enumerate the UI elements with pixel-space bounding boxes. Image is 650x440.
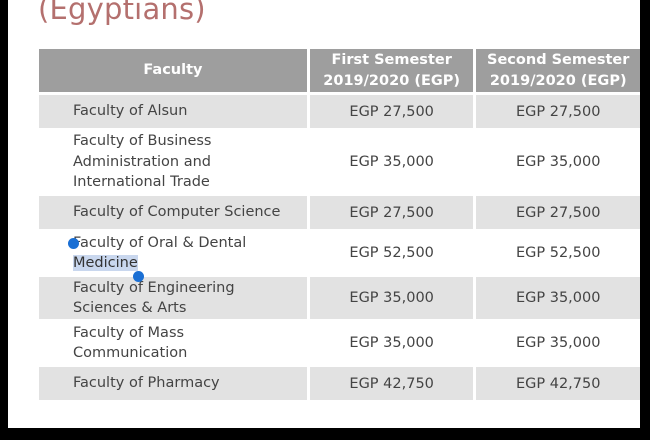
selection-start-handle[interactable] <box>68 238 79 249</box>
faculty-name-cell: Faculty of Oral & Dental Medicine <box>39 230 310 277</box>
table-row: Faculty of Computer Science EGP 27,500 E… <box>39 194 640 232</box>
first-semester-fee-cell: EGP 35,000 <box>308 129 477 196</box>
faculty-name-cell: Faculty of Mass Communication <box>39 320 310 367</box>
selection-end-handle[interactable] <box>133 271 144 282</box>
second-semester-header-line1: Second Semester <box>487 51 630 68</box>
table-row: Faculty of Business Administration and I… <box>39 129 640 196</box>
first-semester-fee-cell: EGP 42,750 <box>308 365 477 403</box>
table-row: Faculty of Pharmacy EGP 42,750 EGP 42,75… <box>39 365 640 403</box>
faculty-name-line: Sciences & Arts <box>73 300 187 316</box>
faculty-name-line: Faculty of Mass <box>73 324 185 341</box>
faculty-name-cell: Faculty of Business Administration and I… <box>39 129 310 196</box>
first-semester-fee-cell: EGP 35,000 <box>308 275 477 322</box>
faculty-name-line: Administration and <box>73 153 211 170</box>
first-semester-header-line2: 2019/2020 (EGP) <box>323 72 461 89</box>
first-semester-fee-cell: EGP 35,000 <box>308 320 477 367</box>
second-semester-fee-cell: EGP 52,500 <box>474 230 640 277</box>
second-semester-header-line2: 2019/2020 (EGP) <box>489 72 627 89</box>
faculty-name-cell: Faculty of Computer Science <box>39 194 310 232</box>
second-semester-fee-cell: EGP 35,000 <box>474 320 640 367</box>
second-semester-fee-cell: EGP 42,750 <box>474 365 640 403</box>
faculty-name-cell: Faculty of Alsun <box>39 93 310 131</box>
second-semester-fee-cell: EGP 27,500 <box>474 93 640 131</box>
faculty-name-cell: Faculty of Engineering Sciences & Arts <box>39 275 310 322</box>
faculty-name-line: Faculty of Engineering <box>73 279 235 296</box>
table-row: Faculty of Engineering Sciences & Arts E… <box>39 275 640 322</box>
faculty-name-line: International Trade <box>73 174 210 191</box>
faculty-column-header: Faculty <box>39 49 310 95</box>
second-semester-fee-cell: EGP 27,500 <box>474 194 640 232</box>
first-semester-fee-cell: EGP 27,500 <box>308 93 477 131</box>
second-semester-fee-cell: EGP 35,000 <box>474 129 640 196</box>
faculty-name-line: Faculty of Oral & Dental <box>73 234 247 251</box>
document-page: (Egyptians) Faculty First Semester 2019/… <box>8 0 640 428</box>
table-header-row: Faculty First Semester 2019/2020 (EGP) S… <box>39 49 640 95</box>
first-semester-fee-cell: EGP 27,500 <box>308 194 477 232</box>
second-semester-fee-cell: EGP 35,000 <box>474 275 640 322</box>
first-semester-column-header: First Semester 2019/2020 (EGP) <box>308 49 477 95</box>
table-row: Faculty of Mass Communication EGP 35,000… <box>39 320 640 367</box>
table-row: Faculty of Alsun EGP 27,500 EGP 27,500 <box>39 93 640 131</box>
table-row: Faculty of Oral & Dental Medicine EGP 52… <box>39 230 640 277</box>
faculty-name-cell: Faculty of Pharmacy <box>39 365 310 403</box>
tuition-fees-table: Faculty First Semester 2019/2020 (EGP) S… <box>39 49 640 403</box>
section-heading: (Egyptians) <box>38 0 206 26</box>
first-semester-fee-cell: EGP 52,500 <box>308 230 477 277</box>
second-semester-column-header: Second Semester 2019/2020 (EGP) <box>474 49 640 95</box>
faculty-name-line: Communication <box>73 345 188 361</box>
faculty-name-line: Faculty of Business <box>73 133 212 150</box>
selected-text[interactable]: Medicine <box>73 255 138 271</box>
first-semester-header-line1: First Semester <box>331 51 452 68</box>
